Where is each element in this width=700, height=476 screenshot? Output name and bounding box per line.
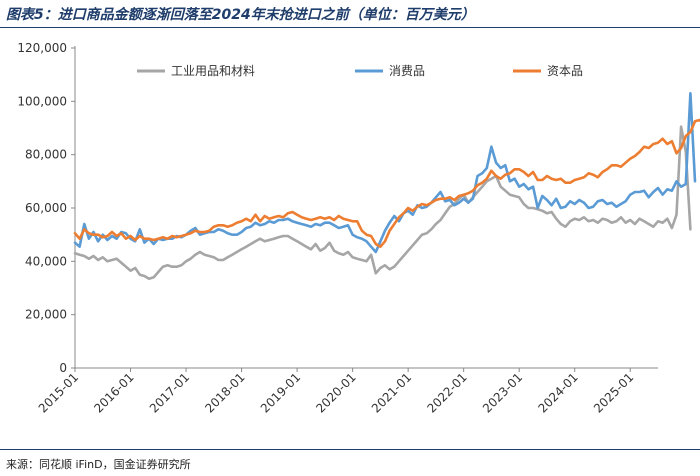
x-tick-label: 2020-01: [313, 370, 358, 415]
x-tick-label: 2019-01: [258, 370, 303, 415]
footer-divider: [0, 449, 700, 450]
x-tick-label: 2022-01: [424, 370, 469, 415]
y-tick-label: 20,000: [25, 308, 67, 322]
source-note: 来源：同花顺 iFinD，国金证券研究所: [6, 458, 191, 471]
y-tick-label: 60,000: [25, 201, 67, 215]
line-chart: 0 20,000 40,000 60,000 80,000 100,000 120,000 2…: [17, 41, 700, 416]
x-tick-label: 2017-01: [147, 370, 192, 415]
chart-title: 图表5：进口商品金额逐渐回落至2024年末抢进口之前（单位：百万美元）: [6, 7, 475, 23]
x-tick-label: 2016-01: [91, 370, 136, 415]
legend-label-1: 工业用品和材料: [171, 64, 255, 78]
x-tick-label: 2024-01: [535, 370, 580, 415]
legend-label-3: 资本品: [547, 64, 583, 78]
y-tick-label: 120,000: [17, 41, 67, 55]
y-tick-label: 40,000: [25, 254, 67, 268]
x-tick-label: 2023-01: [480, 370, 525, 415]
y-tick-label: 0: [59, 361, 67, 375]
y-tick-label: 80,000: [25, 148, 67, 162]
legend-label-2: 消费品: [389, 64, 425, 78]
y-tick-label: 100,000: [17, 94, 67, 108]
x-tick-label: 2025-01: [591, 370, 636, 415]
title-divider: [0, 27, 700, 28]
series-line-1: [73, 125, 692, 281]
x-tick-label: 2021-01: [369, 370, 414, 415]
x-tick-label: 2018-01: [202, 370, 247, 415]
x-tick-label: 2015-01: [36, 370, 81, 415]
series-line-3: [73, 118, 700, 248]
